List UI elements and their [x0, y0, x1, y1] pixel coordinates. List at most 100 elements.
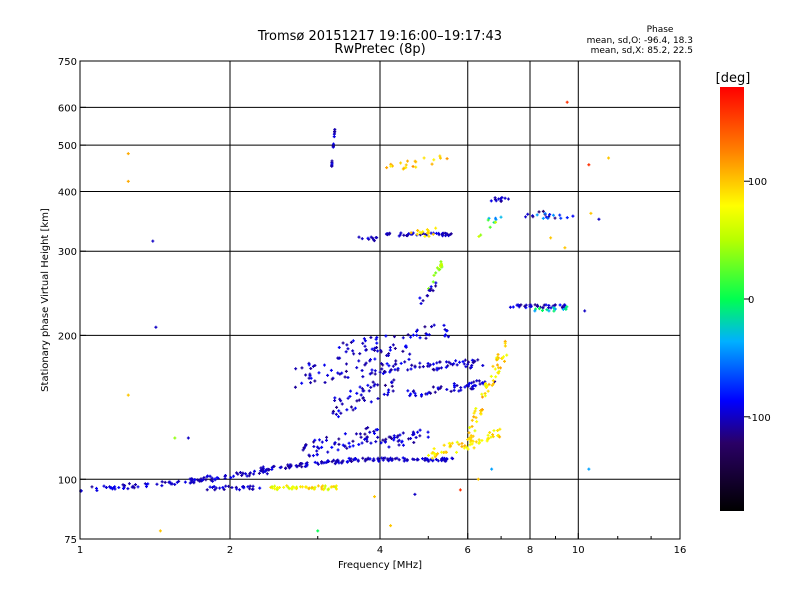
data-point — [413, 391, 417, 395]
x-tick-label: 16 — [674, 545, 687, 556]
data-point — [307, 487, 311, 491]
data-point — [357, 359, 361, 363]
data-point — [205, 475, 209, 479]
data-point — [331, 144, 335, 148]
data-point — [372, 431, 376, 435]
data-point — [391, 364, 395, 368]
data-point — [402, 233, 406, 237]
data-point — [381, 438, 385, 442]
data-point — [357, 398, 361, 402]
y-tick-label: 300 — [58, 247, 77, 258]
data-point — [393, 368, 397, 372]
data-point — [429, 287, 433, 291]
data-point — [494, 199, 498, 203]
data-point — [541, 216, 545, 220]
data-point — [419, 302, 423, 306]
data-point — [363, 339, 367, 343]
data-point — [403, 457, 407, 461]
data-point — [90, 485, 94, 489]
data-point — [334, 412, 338, 416]
data-point — [401, 349, 405, 353]
data-point — [389, 524, 393, 528]
chart-title: Tromsø 20151217 19:16:00–19:17:43 — [257, 29, 502, 44]
data-point — [126, 393, 130, 397]
data-point — [553, 216, 557, 220]
data-point — [418, 434, 422, 438]
data-point — [439, 385, 443, 389]
data-point — [132, 486, 136, 490]
data-point — [346, 376, 350, 380]
data-point — [364, 348, 368, 352]
data-point — [361, 375, 365, 379]
data-point — [435, 366, 439, 370]
data-point — [372, 458, 376, 462]
data-point — [548, 213, 552, 216]
y-tick-label: 750 — [58, 57, 77, 68]
data-point — [381, 371, 385, 375]
data-point — [498, 366, 502, 370]
data-point — [475, 420, 479, 424]
data-point — [480, 395, 484, 399]
colorbar — [720, 87, 744, 511]
data-point — [455, 384, 459, 388]
data-point — [388, 348, 392, 352]
data-point — [367, 389, 371, 393]
data-point — [289, 464, 293, 468]
data-point — [348, 394, 352, 398]
data-point — [370, 368, 374, 372]
data-point — [563, 303, 567, 307]
data-point — [363, 363, 367, 367]
data-point — [251, 487, 255, 491]
data-point — [343, 444, 347, 448]
y-tick-label: 500 — [58, 141, 77, 152]
data-point — [336, 415, 340, 419]
data-point — [491, 433, 495, 437]
data-point — [309, 367, 313, 371]
data-point — [235, 487, 239, 491]
data-point — [365, 435, 369, 439]
data-point — [443, 456, 447, 460]
data-point — [189, 480, 193, 484]
data-point — [433, 390, 437, 394]
data-point — [390, 457, 394, 461]
data-point — [416, 458, 420, 462]
data-point — [393, 346, 397, 350]
data-point — [426, 430, 430, 434]
data-point — [508, 305, 512, 309]
data-point — [123, 484, 127, 488]
data-point — [326, 450, 330, 454]
data-point — [238, 470, 242, 474]
data-point — [391, 389, 395, 393]
data-point — [117, 486, 121, 490]
data-point — [333, 396, 337, 400]
data-point — [366, 383, 370, 387]
data-point — [441, 234, 445, 238]
data-point — [399, 361, 403, 365]
data-point — [425, 333, 429, 337]
colorbar-tick-label: -100 — [748, 413, 771, 424]
data-point — [294, 464, 298, 468]
data-point — [329, 368, 333, 372]
data-point — [440, 264, 444, 268]
data-point — [469, 381, 473, 385]
data-point — [307, 376, 311, 380]
data-point — [363, 432, 367, 436]
data-point — [373, 372, 377, 376]
x-tick-label: 2 — [227, 545, 233, 556]
stats-line-x: mean, sd,X: 85.2, 22.5 — [591, 46, 693, 56]
data-point — [315, 449, 319, 453]
data-point — [241, 471, 245, 475]
data-point — [304, 373, 308, 377]
data-point — [443, 450, 447, 454]
data-point — [385, 362, 389, 366]
data-point — [543, 211, 547, 215]
data-point — [484, 386, 488, 390]
data-point — [210, 476, 214, 480]
data-point — [444, 232, 448, 236]
data-point — [404, 163, 408, 167]
y-tick-label: 400 — [58, 187, 77, 198]
data-point — [469, 438, 473, 442]
data-point — [401, 443, 405, 447]
data-point — [208, 485, 212, 489]
data-point — [416, 430, 420, 434]
